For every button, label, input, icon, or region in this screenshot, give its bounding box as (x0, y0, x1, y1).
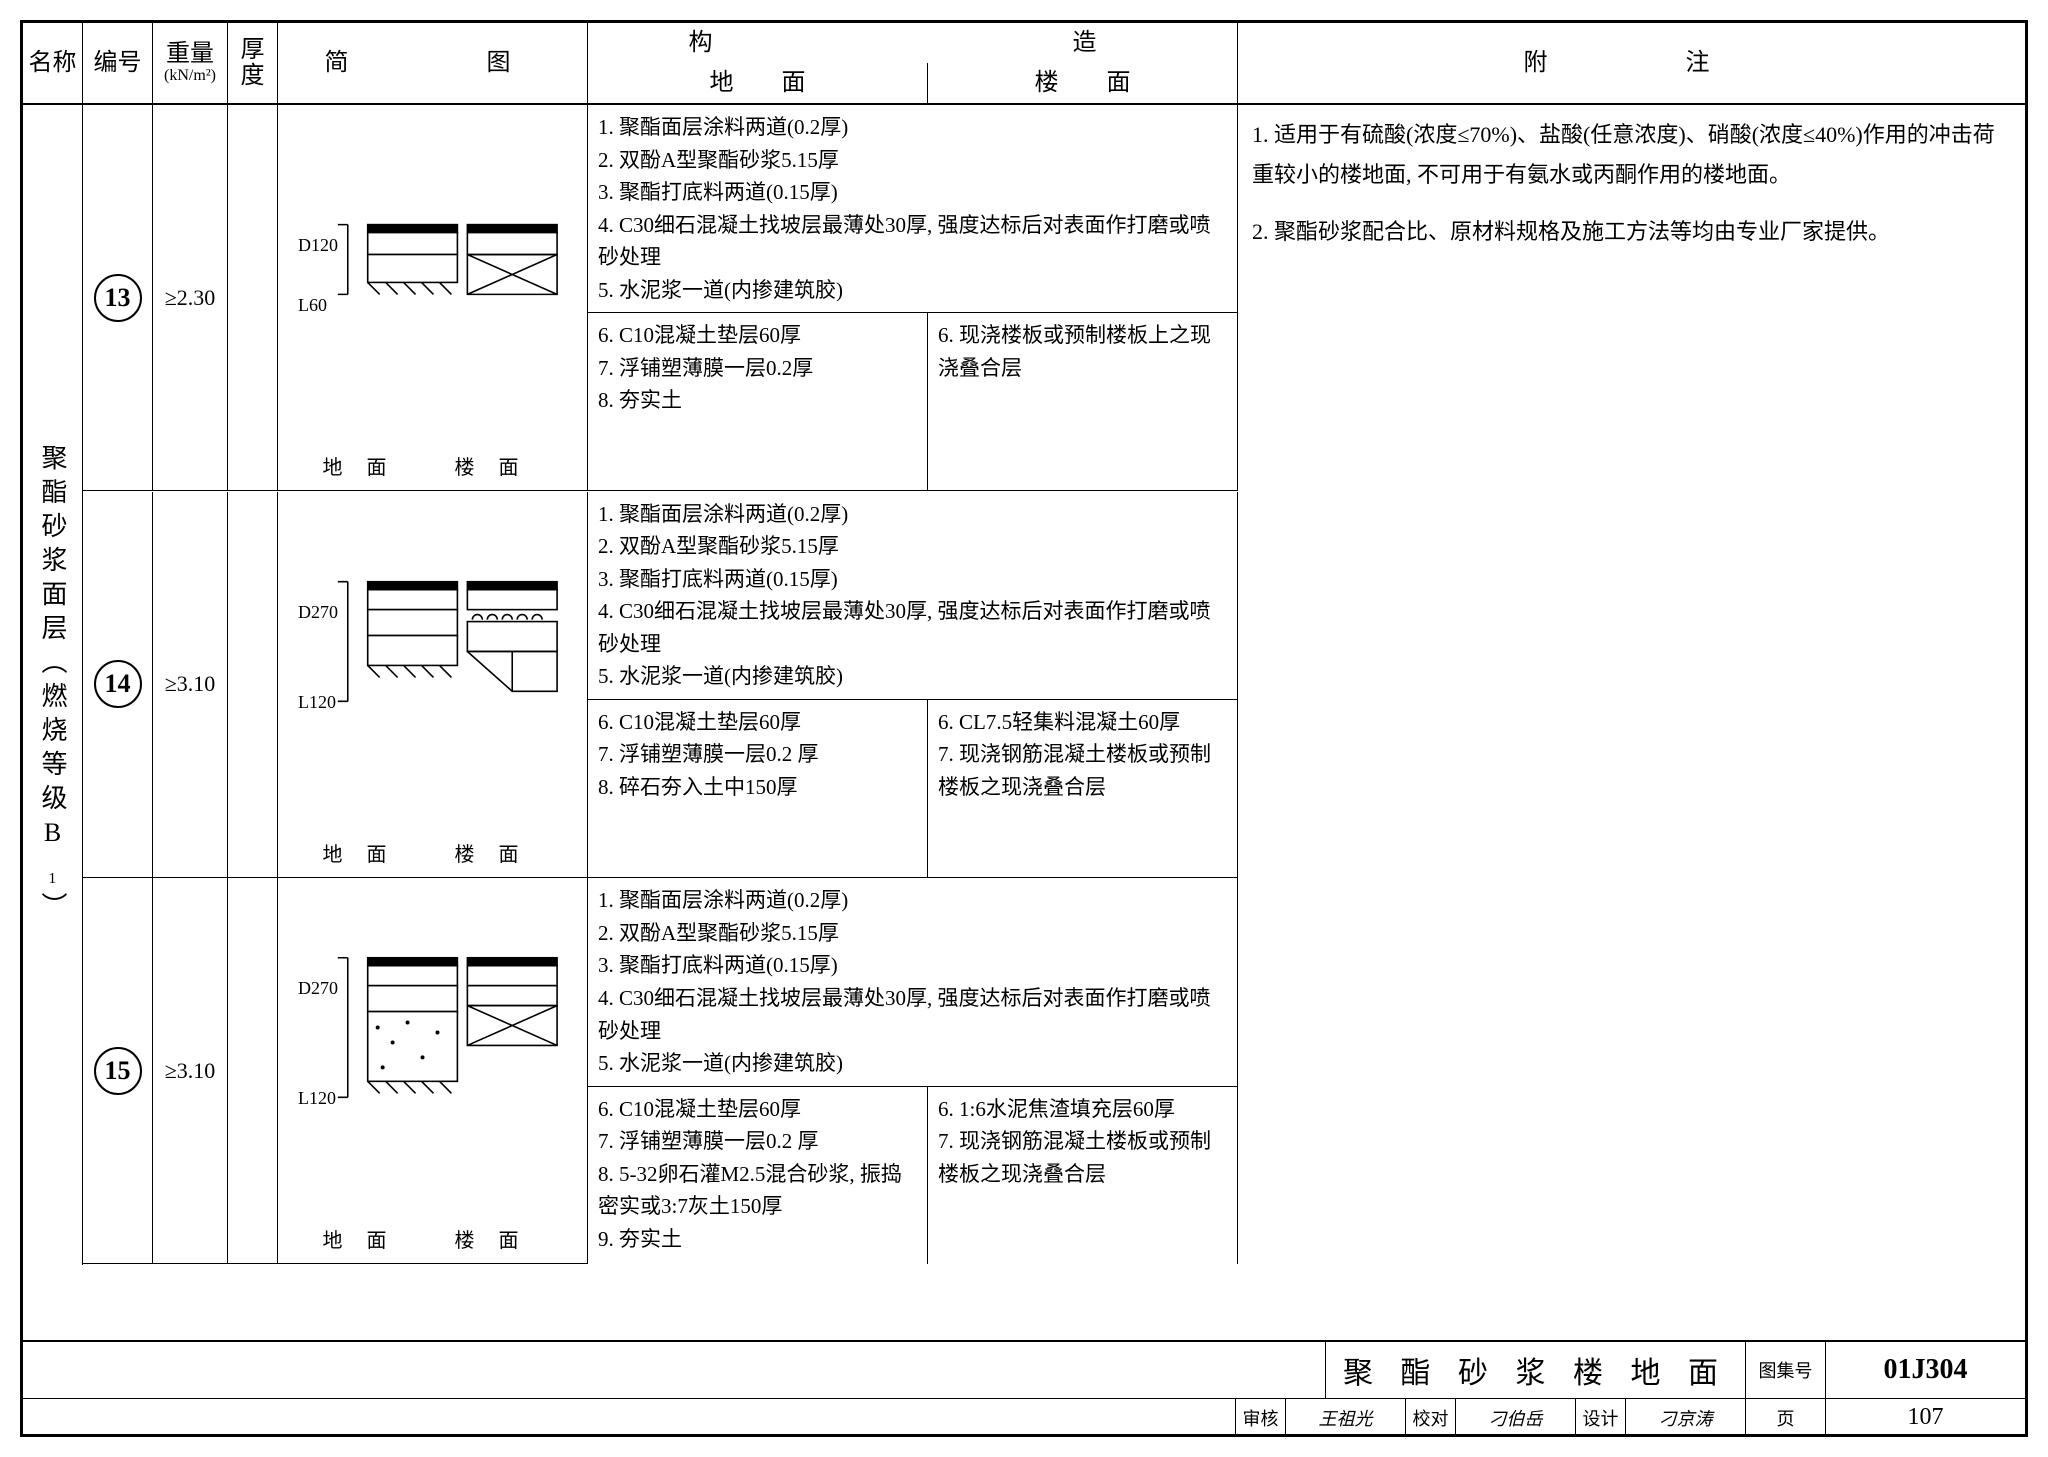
c15t1: 2. 双酚A型聚酯砂浆5.15厚 (598, 917, 1227, 950)
hdr-diagram: 简 图 (278, 23, 588, 103)
c15l0: 6. C10混凝土垫层60厚 (598, 1093, 917, 1126)
c14l0: 6. C10混凝土垫层60厚 (598, 706, 917, 739)
hdr-weight-label: 重量 (166, 41, 214, 67)
code-15: 15 (83, 878, 153, 1264)
appendix-2: 2. 聚酯砂浆配合比、原材料规格及施工方法等均由专业厂家提供。 (1252, 212, 2011, 252)
diagram-14: D270 L120 地面 楼面 (278, 492, 588, 878)
page-label: 页 (1745, 1399, 1825, 1436)
c13t2: 3. 聚酯打底料两道(0.15厚) (598, 176, 1227, 209)
sig-check: 刁伯岳 (1455, 1399, 1575, 1436)
dia-15-lbl: 地面 楼面 (278, 1224, 587, 1253)
header-row: 名称 编号 重量 (kN/m²) 厚度 简 图 构 造 附 注 地 面 楼 面 (23, 23, 2025, 105)
dia-13-lbl: 地面 楼面 (278, 451, 587, 480)
page-no: 107 (1825, 1399, 2025, 1436)
diagram-14-svg (278, 492, 587, 877)
c13r0: 6. 现浇楼板或预制楼板上之现浇叠合层 (938, 319, 1227, 384)
title-block: 聚 酯 砂 浆 楼 地 面 图集号 01J304 审核 王祖光 校对 刁伯岳 设… (23, 1340, 2025, 1434)
constr-13-left: 6. C10混凝土垫层60厚 7. 浮铺塑薄膜一层0.2厚 8. 夯实土 (588, 313, 928, 490)
sheet-title: 聚 酯 砂 浆 楼 地 面 (1325, 1342, 1745, 1398)
c15r0: 6. 1:6水泥焦渣填充层60厚 (938, 1093, 1227, 1126)
c15r1: 7. 现浇钢筋混凝土楼板或预制楼板之现浇叠合层 (938, 1125, 1227, 1190)
hdr-ground: 地 面 (588, 63, 928, 103)
c14t4: 5. 水泥浆一道(内掺建筑胶) (598, 660, 1227, 693)
set-label: 图集号 (1745, 1342, 1825, 1398)
c13t3: 4. C30细石混凝土找坡层最薄处30厚, 强度达标后对表面作打磨或喷砂处理 (598, 209, 1227, 274)
circle-15: 15 (94, 1047, 142, 1095)
hdr-appendix: 附 注 (1238, 23, 2025, 103)
constr-14: 1. 聚酯面层涂料两道(0.2厚) 2. 双酚A型聚酯砂浆5.15厚 3. 聚酯… (588, 492, 1238, 878)
constr-13: 1. 聚酯面层涂料两道(0.2厚) 2. 双酚A型聚酯砂浆5.15厚 3. 聚酯… (588, 105, 1238, 491)
constr-15: 1. 聚酯面层涂料两道(0.2厚) 2. 双酚A型聚酯砂浆5.15厚 3. 聚酯… (588, 878, 1238, 1264)
lbl-approve: 审核 (1235, 1399, 1285, 1436)
hdr-weight: 重量 (kN/m²) (153, 23, 228, 103)
weight-15: ≥3.10 (153, 878, 228, 1264)
hdr-name: 名称 (23, 23, 83, 103)
signature-row: 审核 王祖光 校对 刁伯岳 设计 刁京涛 页 107 (23, 1398, 2025, 1436)
c13t1: 2. 双酚A型聚酯砂浆5.15厚 (598, 144, 1227, 177)
diagram-15-svg (278, 878, 587, 1263)
constr-15-top: 1. 聚酯面层涂料两道(0.2厚) 2. 双酚A型聚酯砂浆5.15厚 3. 聚酯… (588, 878, 1237, 1086)
appendix-col: 1. 适用于有硫酸(浓度≤70%)、盐酸(任意浓度)、硝酸(浓度≤40%)作用的… (1238, 105, 2025, 1265)
c13t0: 1. 聚酯面层涂料两道(0.2厚) (598, 111, 1227, 144)
sig-approve: 王祖光 (1285, 1399, 1405, 1436)
lbl-design: 设计 (1575, 1399, 1625, 1436)
hdr-weight-unit: (kN/m²) (164, 67, 216, 85)
table-body: 聚酯砂浆面层（燃烧等级B₁） 13 ≥2.30 (23, 105, 2025, 1265)
c13t4: 5. 水泥浆一道(内掺建筑胶) (598, 274, 1227, 307)
c15t3: 4. C30细石混凝土找坡层最薄处30厚, 强度达标后对表面作打磨或喷砂处理 (598, 982, 1227, 1047)
hdr-code: 编号 (83, 23, 153, 103)
constr-14-top: 1. 聚酯面层涂料两道(0.2厚) 2. 双酚A型聚酯砂浆5.15厚 3. 聚酯… (588, 492, 1237, 700)
c14t1: 2. 双酚A型聚酯砂浆5.15厚 (598, 530, 1227, 563)
c14t2: 3. 聚酯打底料两道(0.15厚) (598, 563, 1227, 596)
circle-13: 13 (94, 274, 142, 322)
diagram-13: D120 L60 地面 楼面 (278, 105, 588, 491)
appendix-1: 1. 适用于有硫酸(浓度≤70%)、盐酸(任意浓度)、硝酸(浓度≤40%)作用的… (1252, 115, 2011, 194)
constr-15-left: 6. C10混凝土垫层60厚 7. 浮铺塑薄膜一层0.2 厚 8. 5-32卵石… (588, 1087, 928, 1265)
c15l3: 9. 夯实土 (598, 1223, 917, 1256)
category-name: 聚酯砂浆面层（燃烧等级B₁） (23, 105, 83, 1265)
circle-14: 14 (94, 660, 142, 708)
dim-15b: L120 (298, 1088, 336, 1109)
constr-14-left: 6. C10混凝土垫层60厚 7. 浮铺塑薄膜一层0.2 厚 8. 碎石夯入土中… (588, 700, 928, 877)
code-13: 13 (83, 105, 153, 491)
diagram-15: D270 L120 地面 楼面 (278, 878, 588, 1264)
lbl-check: 校对 (1405, 1399, 1455, 1436)
c14l2: 8. 碎石夯入土中150厚 (598, 771, 917, 804)
dia-14-lbl: 地面 楼面 (278, 838, 587, 867)
dim-14a: D270 (298, 602, 338, 623)
c14t0: 1. 聚酯面层涂料两道(0.2厚) (598, 498, 1227, 531)
constr-14-right: 6. CL7.5轻集料混凝土60厚 7. 现浇钢筋混凝土楼板或预制楼板之现浇叠合… (928, 700, 1237, 877)
hdr-floor: 楼 面 (928, 63, 1238, 103)
set-no: 01J304 (1825, 1342, 2025, 1398)
weight-14: ≥3.10 (153, 492, 228, 878)
code-14: 14 (83, 492, 153, 878)
sig-design: 刁京涛 (1625, 1399, 1745, 1436)
c14t3: 4. C30细石混凝土找坡层最薄处30厚, 强度达标后对表面作打磨或喷砂处理 (598, 595, 1227, 660)
c13l2: 8. 夯实土 (598, 384, 917, 417)
c15t0: 1. 聚酯面层涂料两道(0.2厚) (598, 884, 1227, 917)
dim-14b: L120 (298, 692, 336, 713)
drawing-sheet: 名称 编号 重量 (kN/m²) 厚度 简 图 构 造 附 注 地 面 楼 面 … (20, 20, 2028, 1437)
c13l1: 7. 浮铺塑薄膜一层0.2厚 (598, 352, 917, 385)
thick-15 (228, 878, 278, 1264)
c15l1: 7. 浮铺塑薄膜一层0.2 厚 (598, 1125, 917, 1158)
thick-14 (228, 492, 278, 878)
thick-13 (228, 105, 278, 491)
c15t4: 5. 水泥浆一道(内掺建筑胶) (598, 1047, 1227, 1080)
weight-13: ≥2.30 (153, 105, 228, 491)
dim-13b: L60 (298, 295, 327, 316)
hdr-construction: 构 造 (588, 23, 1238, 63)
constr-13-right: 6. 现浇楼板或预制楼板上之现浇叠合层 (928, 313, 1237, 490)
dim-15a: D270 (298, 978, 338, 999)
c15t2: 3. 聚酯打底料两道(0.15厚) (598, 949, 1227, 982)
constr-13-top: 1. 聚酯面层涂料两道(0.2厚) 2. 双酚A型聚酯砂浆5.15厚 3. 聚酯… (588, 105, 1237, 313)
c14r1: 7. 现浇钢筋混凝土楼板或预制楼板之现浇叠合层 (938, 738, 1227, 803)
constr-15-right: 6. 1:6水泥焦渣填充层60厚 7. 现浇钢筋混凝土楼板或预制楼板之现浇叠合层 (928, 1087, 1237, 1265)
hdr-thickness: 厚度 (228, 23, 278, 103)
c14r0: 6. CL7.5轻集料混凝土60厚 (938, 706, 1227, 739)
c15l2: 8. 5-32卵石灌M2.5混合砂浆, 振捣密实或3:7灰土150厚 (598, 1158, 917, 1223)
dim-13a: D120 (298, 235, 338, 256)
c14l1: 7. 浮铺塑薄膜一层0.2 厚 (598, 738, 917, 771)
c13l0: 6. C10混凝土垫层60厚 (598, 319, 917, 352)
